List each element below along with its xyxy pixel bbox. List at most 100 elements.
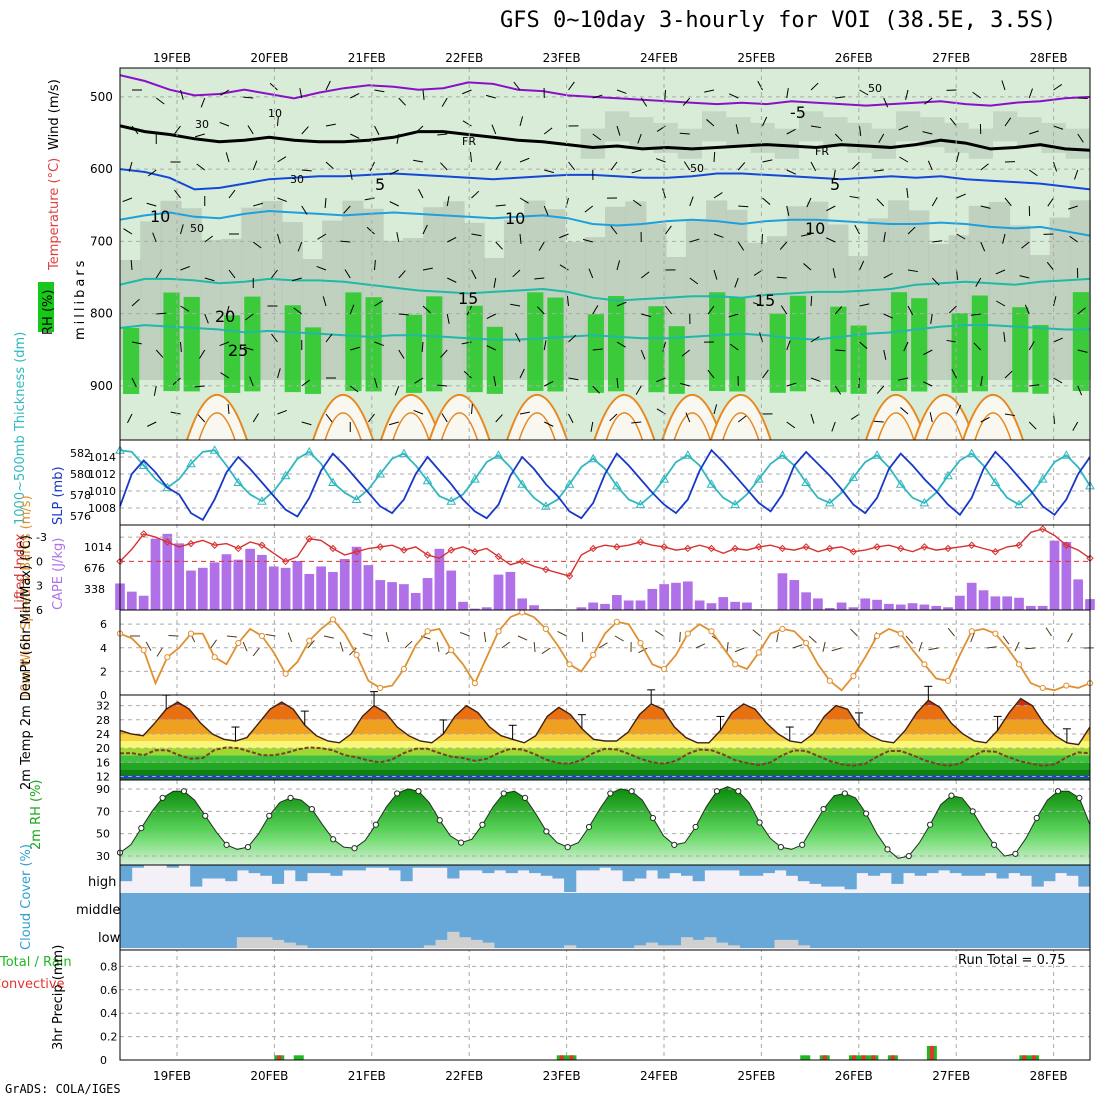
li-point bbox=[1062, 541, 1071, 549]
li-tick-label: 3 bbox=[36, 580, 43, 593]
li-point bbox=[944, 544, 952, 553]
cloud-middle-bar bbox=[330, 893, 343, 948]
precip-tick-label: 0.2 bbox=[100, 1031, 118, 1044]
surface-heating-dome bbox=[428, 394, 491, 441]
rh-moist-column bbox=[382, 240, 404, 380]
cape-bar bbox=[623, 600, 634, 610]
wind-barb bbox=[616, 377, 619, 388]
cloud-middle-bar bbox=[236, 893, 250, 948]
cape-bar bbox=[990, 596, 1001, 610]
wind-barb bbox=[980, 376, 983, 387]
date-label-bottom: 27FEB bbox=[932, 1069, 970, 1083]
thickness-point bbox=[659, 474, 670, 483]
li-point bbox=[636, 538, 645, 546]
wind-speed-point bbox=[306, 637, 313, 644]
rh-point bbox=[159, 794, 166, 801]
cape-bar bbox=[1061, 542, 1072, 610]
surface-wind-barb bbox=[349, 647, 357, 656]
date-label-bottom: 26FEB bbox=[835, 1069, 873, 1083]
rh-saturated-column bbox=[527, 292, 544, 392]
wind-legend-label: Wind (m/s) bbox=[47, 79, 62, 150]
wind-barb bbox=[155, 97, 165, 105]
surface-wind-barb bbox=[168, 634, 179, 637]
slp-axis-label: SLP (mb) bbox=[51, 466, 66, 525]
wind-barb bbox=[752, 302, 763, 307]
convective-legend-label: Convective bbox=[0, 977, 65, 992]
rh-upper-band bbox=[871, 128, 896, 159]
wind-barb bbox=[951, 368, 957, 379]
wind-barb bbox=[180, 341, 182, 353]
rh-saturated-column bbox=[1012, 307, 1029, 393]
cloud-low-bar bbox=[423, 945, 437, 948]
li-point bbox=[210, 541, 219, 549]
cape-bar bbox=[848, 607, 859, 610]
rh-point bbox=[1012, 850, 1019, 857]
rh-saturated-column bbox=[405, 314, 423, 393]
wind-barb bbox=[900, 407, 909, 415]
wind-barb bbox=[632, 199, 642, 207]
wind-speed-point bbox=[164, 654, 171, 661]
date-label-top: 23FEB bbox=[543, 51, 581, 65]
wind-barb bbox=[441, 413, 448, 423]
cape-bar bbox=[292, 561, 303, 610]
wind-barb bbox=[810, 161, 817, 172]
wind-barb bbox=[876, 198, 885, 207]
surface-wind-barb bbox=[1067, 632, 1073, 643]
date-label-bottom: 19FEB bbox=[153, 1069, 191, 1083]
rh-point bbox=[756, 819, 763, 826]
cloud-middle-bar bbox=[295, 893, 308, 948]
cloud-high-bar bbox=[377, 865, 390, 868]
wind-speed-point bbox=[850, 673, 857, 680]
cloud-high-bar bbox=[213, 865, 226, 879]
wind-speed-point bbox=[684, 630, 691, 637]
rh-point bbox=[649, 814, 657, 822]
wind-barb bbox=[616, 301, 627, 307]
wind-barb bbox=[831, 421, 836, 432]
wind-barb bbox=[786, 169, 797, 175]
wind-barb bbox=[907, 269, 918, 273]
precip-convective-bar bbox=[569, 1055, 574, 1060]
wind-barb bbox=[707, 369, 715, 379]
rh-moist-column bbox=[1049, 217, 1071, 380]
rh-saturated-column bbox=[123, 328, 140, 394]
wind-barb bbox=[301, 421, 312, 426]
rh-moist-column bbox=[746, 242, 768, 380]
wind-barb bbox=[713, 192, 723, 199]
wind-barb bbox=[810, 377, 821, 382]
wind-barb bbox=[685, 412, 691, 423]
cloud-low-bar bbox=[692, 939, 705, 948]
rh-point bbox=[692, 823, 699, 831]
isotherm-label: 10 bbox=[505, 209, 525, 228]
cloud-high-bar bbox=[645, 865, 659, 871]
li-point bbox=[518, 557, 526, 566]
wind-barb bbox=[225, 305, 230, 316]
wind-barb bbox=[972, 91, 982, 99]
cape-bar bbox=[860, 598, 871, 610]
wind-barb bbox=[252, 413, 259, 423]
wind-barb bbox=[665, 225, 672, 235]
wind-barb bbox=[398, 349, 405, 359]
cloud-high-bar bbox=[961, 865, 974, 876]
run-total-label: Run Total = 0.75 bbox=[958, 953, 1066, 968]
isotherm-line bbox=[119, 324, 1090, 341]
rh-point bbox=[564, 844, 571, 851]
wind-barb bbox=[898, 125, 909, 131]
cape-bar bbox=[470, 608, 480, 610]
cape-bar bbox=[399, 584, 409, 610]
wind-barb bbox=[996, 300, 1006, 307]
cloud-high-bar bbox=[1066, 865, 1079, 876]
cape-bar bbox=[316, 566, 326, 610]
rh-point bbox=[202, 812, 209, 819]
cloud-middle-bar bbox=[377, 893, 390, 948]
li-point bbox=[1015, 541, 1023, 549]
wind-barb bbox=[243, 346, 254, 351]
wind-barb bbox=[762, 116, 768, 127]
wind-barb bbox=[662, 341, 666, 352]
rh-saturated-column bbox=[890, 292, 908, 392]
surface-wind-barb bbox=[210, 639, 217, 649]
cloud-middle-bar bbox=[493, 893, 507, 948]
surface-wind-barb bbox=[654, 630, 664, 637]
wind-barb bbox=[1029, 384, 1040, 387]
cloud-middle-bar bbox=[938, 893, 951, 948]
isotherm-label: 10 bbox=[805, 219, 825, 238]
